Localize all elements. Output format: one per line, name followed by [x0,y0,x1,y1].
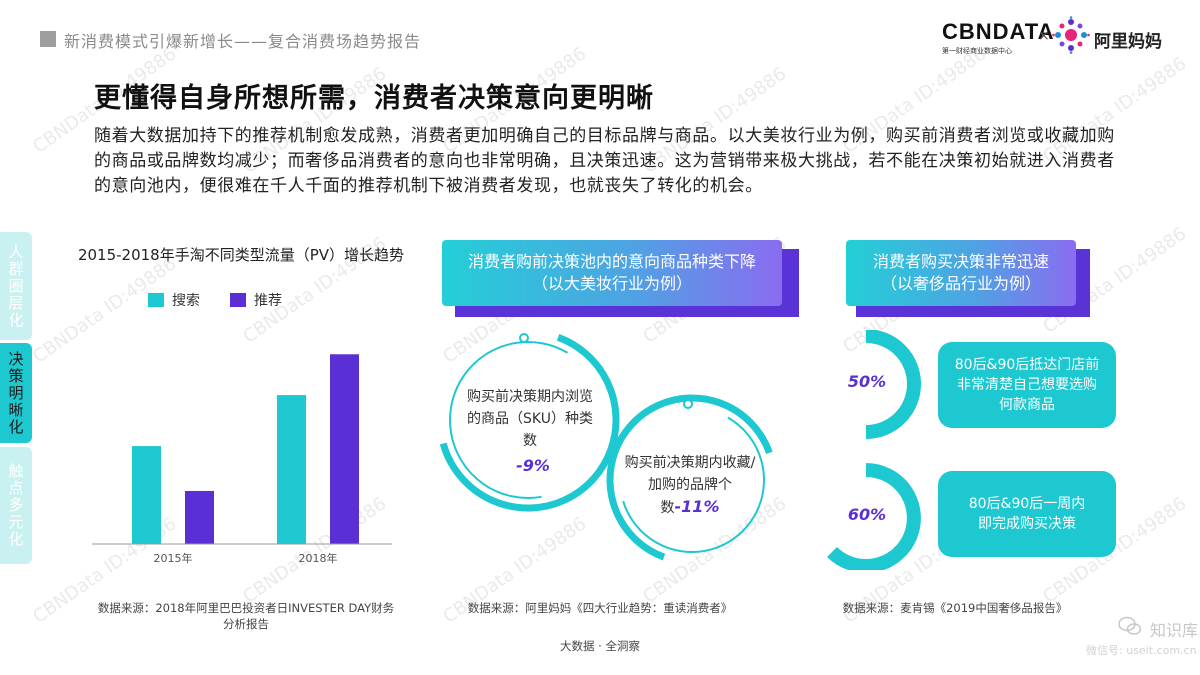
chart-title: 2015-2018年手淘不同类型流量（PV）增长趋势 [77,246,405,264]
brand-watermark: 知识库 [1150,621,1199,640]
circle-1-ring [436,330,620,512]
stat-1-box: 80后&90后抵达门店前非常清楚自己想要选购何款商品 [938,342,1116,428]
bar-recommend-1 [330,354,359,544]
legend-swatch [230,293,246,307]
stat-2-arc [827,463,921,570]
circle-2-ring [606,394,778,566]
cbndata-logo-text: CBNDATA [942,19,1055,44]
logo-separator: × [1038,28,1050,44]
stat-1-arc [865,330,921,439]
bar-chart: 2015年 2018年 [92,354,392,565]
stat-1-text: 80后&90后抵达门店前非常清楚自己想要选购何款商品 [954,357,1100,413]
bar-search-0 [132,446,161,544]
banner-title: 消费者购买决策非常迅速 [872,252,1049,271]
x-tick-label: 2015年 [154,551,193,565]
cbndata-logo-subtitle: 第一财经商业数据中心 [942,47,1012,55]
legend-item-recommend: 推荐 [230,290,282,310]
legend-label: 搜索 [172,293,200,309]
cbndata-logo: CBNDATA 第一财经商业数据中心 [942,19,1055,60]
banner-subtitle: （以大美妆行业为例） [531,274,692,293]
side-tab-touchpoint[interactable]: 触点多元化 [0,447,32,564]
side-tab-crowd[interactable]: 人群圈层化 [0,232,32,340]
quick-decision-arcs [827,330,921,570]
circle-1-dot [519,333,529,343]
chart-legend: 搜索 推荐 [148,290,312,310]
stat-2-box: 80后&90后一周内即完成购买决策 [938,471,1116,557]
circle-1-inner-ring [449,341,607,499]
legend-item-search: 搜索 [148,290,200,310]
x-tick-label: 2018年 [299,551,338,565]
circle-2-dot [683,399,693,409]
right-source: 数据来源：麦肯锡《2019中国奢侈品报告》 [842,601,1068,615]
wechat-icon [1118,616,1142,635]
footer-tagline: 大数据 · 全洞察 [560,639,640,653]
side-tab-decision[interactable]: 决策明晰化 [0,343,32,443]
side-tab-label: 触点多元化 [6,463,25,548]
stat-2-percent: 60% [847,505,887,524]
page-headline: 更懂得自身所想所需，消费者决策意向更明晰 [94,83,654,114]
side-tab-label: 人群圈层化 [6,243,25,329]
banner-subtitle: （以奢侈品行业为例） [880,274,1041,293]
legend-label: 推荐 [254,293,282,309]
stat-1-percent: 50% [847,372,887,391]
beauty-banner: 消费者购前决策池内的意向商品种类下降 （以大美妆行业为例） [442,240,782,306]
circle-1-text: 购买前决策期内浏览的商品（SKU）种类数 [467,389,593,449]
bar-search-1 [277,395,306,544]
alimama-logo-icon [1052,16,1090,54]
report-title: 新消费模式引爆新增长——复合消费场趋势报告 [64,32,422,51]
middle-source: 数据来源：阿里妈妈《四大行业趋势：重读消费者》 [467,601,733,615]
circle-2-text: 购买前决策期内收藏/加购的品牌个数-11% [620,452,760,519]
circle-1-percent: -9% [516,456,550,475]
chart-source: 数据来源：2018年阿里巴巴投资者日INVESTER DAY财务分析报告 [97,601,395,631]
legend-swatch [148,293,164,307]
header-square-icon [40,31,56,47]
stat-2-text: 80后&90后一周内即完成购买决策 [968,496,1086,532]
circle-2-label: 购买前决策期内收藏/加购的品牌个数 [624,455,756,516]
side-tab-label: 决策明晰化 [6,350,25,436]
decline-circles [436,330,778,566]
luxury-banner: 消费者购买决策非常迅速 （以奢侈品行业为例） [846,240,1076,306]
circle-2-inner-ring [619,407,765,553]
alimama-logo-text: 阿里妈妈 [1094,32,1162,52]
wechat-watermark: 微信号: useit.com.cn [1086,644,1197,657]
intro-paragraph: 随着大数据加持下的推荐机制愈发成熟，消费者更加明确自己的目标品牌与商品。以大美妆… [94,126,1115,196]
circle-2-percent: -11% [674,497,720,516]
bar-recommend-0 [185,490,214,544]
banner-title: 消费者购前决策池内的意向商品种类下降 [467,252,756,271]
